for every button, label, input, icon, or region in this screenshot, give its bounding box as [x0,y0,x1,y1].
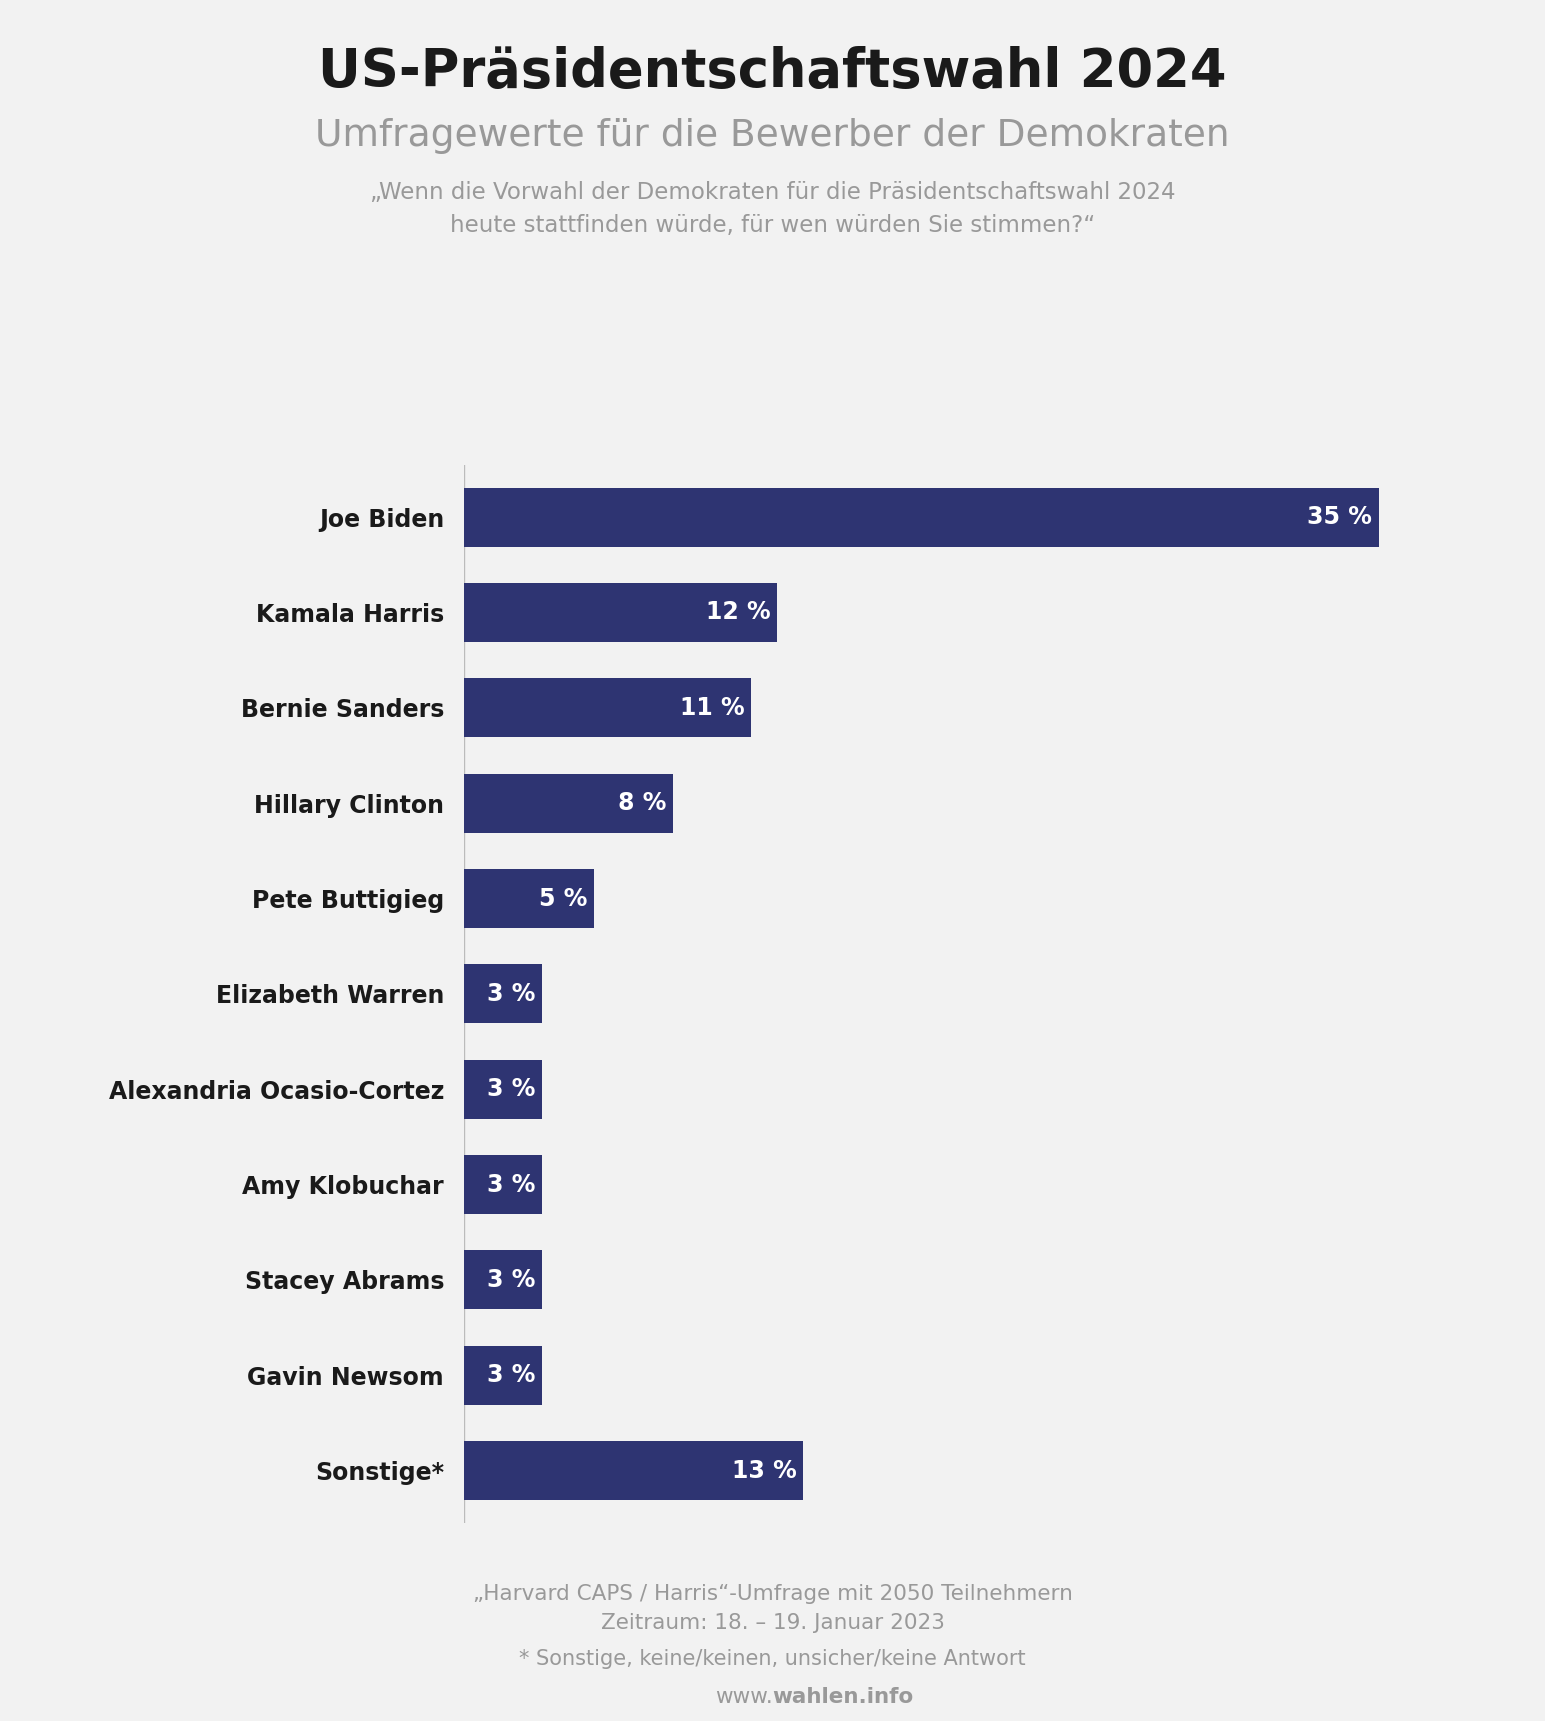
Text: Zeitraum: 18. – 19. Januar 2023: Zeitraum: 18. – 19. Januar 2023 [601,1613,944,1633]
Text: 3 %: 3 % [487,1363,536,1387]
Text: 13 %: 13 % [732,1459,797,1482]
Bar [464,1440,803,1501]
Text: 3 %: 3 % [487,1077,536,1101]
Text: 8 %: 8 % [618,792,666,816]
Bar [464,1155,542,1213]
Text: 11 %: 11 % [680,695,745,719]
Bar [464,1346,542,1404]
Bar [464,964,542,1024]
Bar [464,869,595,928]
Text: „Harvard CAPS / Harris“-Umfrage mit 2050 Teilnehmern: „Harvard CAPS / Harris“-Umfrage mit 2050… [473,1583,1072,1604]
Text: 3 %: 3 % [487,983,536,1005]
Text: www.: www. [715,1687,772,1707]
Bar [464,1060,542,1119]
Bar [464,583,777,642]
Text: 5 %: 5 % [539,886,587,910]
Text: „Wenn die Vorwahl der Demokraten für die Präsidentschaftswahl 2024: „Wenn die Vorwahl der Demokraten für die… [369,181,1176,205]
Text: 35 %: 35 % [1307,506,1372,528]
Bar [464,678,751,737]
Text: * Sonstige, keine/keinen, unsicher/keine Antwort: * Sonstige, keine/keinen, unsicher/keine… [519,1649,1026,1669]
Bar [464,774,672,833]
Text: Umfragewerte für die Bewerber der Demokraten: Umfragewerte für die Bewerber der Demokr… [315,119,1230,153]
Text: wahlen.info: wahlen.info [772,1687,913,1707]
Bar [464,487,1378,547]
Text: 3 %: 3 % [487,1268,536,1292]
Text: US-Präsidentschaftswahl 2024: US-Präsidentschaftswahl 2024 [318,46,1227,98]
Text: heute stattfinden würde, für wen würden Sie stimmen?“: heute stattfinden würde, für wen würden … [450,213,1095,237]
Text: 3 %: 3 % [487,1172,536,1196]
Bar [464,1251,542,1310]
Text: 12 %: 12 % [706,601,771,625]
